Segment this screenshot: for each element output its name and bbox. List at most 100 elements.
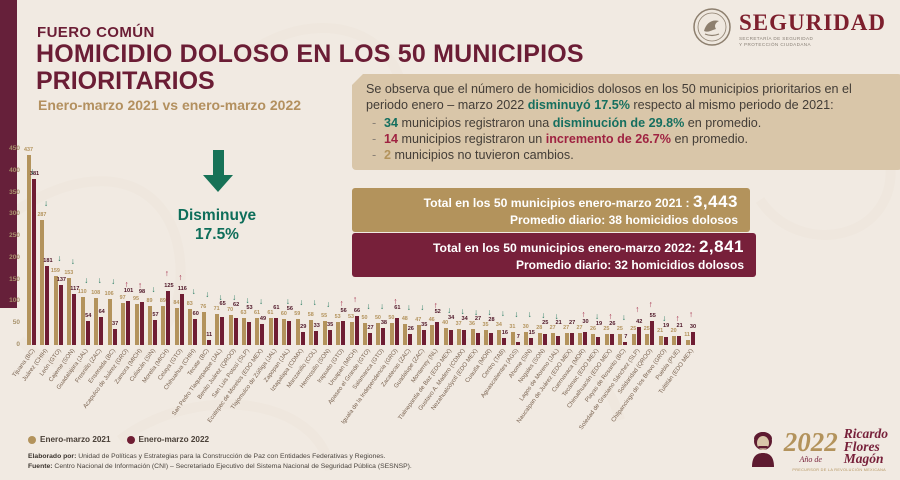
bar-2022 <box>663 336 668 345</box>
decrease-arrow-icon: ↓ <box>111 276 116 287</box>
value-2021: 30 <box>522 323 529 330</box>
bar-2022 <box>45 266 50 345</box>
bar-2021 <box>537 332 542 345</box>
value-2021: 110 <box>77 289 87 296</box>
bar-group: 55 35 ↓ Hermosillo (SON) <box>299 149 334 390</box>
total-2022-value: 2,841 <box>698 237 744 256</box>
bar-group: 53 56 ↑ Irapuato (GTO) <box>317 149 347 384</box>
decrease-annotation: Disminuye 17.5% <box>177 207 257 244</box>
decrease-arrow-icon: ↓ <box>406 301 411 312</box>
value-2022: 34 <box>448 314 455 321</box>
bar-group: 106 37 ↓ Ensenada (BC) <box>88 149 119 384</box>
value-2022: 35 <box>421 321 428 328</box>
increase-arrow-icon: ↑ <box>352 293 358 304</box>
bar-chart: 437 381 ↓ Tijuana (BC) 287 181 ↓ Juárez (CHIH) 1… <box>12 147 700 431</box>
bar-2021 <box>483 329 488 345</box>
bar-2021 <box>443 327 448 345</box>
bar-group: 84 116 ↑ Celaya (GTO) <box>157 149 187 382</box>
value-2021: 46 <box>428 316 435 323</box>
decrease-arrow-icon: ↓ <box>191 286 196 297</box>
decrease-arrow-icon: ↓ <box>205 289 210 300</box>
bar-2021 <box>134 303 139 345</box>
y-tick-label: 100 <box>9 297 20 305</box>
bar-2022 <box>260 323 265 345</box>
bar-2022 <box>273 318 278 345</box>
value-2021: 25 <box>603 326 610 333</box>
value-2021: 31 <box>509 323 516 330</box>
value-2021: 50 <box>374 315 381 322</box>
value-2021: 159 <box>50 267 60 274</box>
period-subtitle: Enero-marzo 2021 vs enero-marzo 2022 <box>38 97 302 113</box>
bar-2021 <box>430 324 435 345</box>
mexico-eagle-seal-icon <box>692 7 732 52</box>
bar-2021 <box>591 333 596 345</box>
value-2021: 53 <box>348 313 355 320</box>
value-2021: 27 <box>549 325 556 332</box>
value-2022: 16 <box>501 330 508 337</box>
value-2022: 21 <box>676 322 683 329</box>
value-2021: 287 <box>37 212 47 218</box>
value-2021: 83 <box>186 300 193 307</box>
bar-group: 20 21 ↑ Puebla (PUE) <box>655 149 683 381</box>
decrease-arrow-icon: ↓ <box>460 306 465 317</box>
bar-2021 <box>107 298 112 345</box>
bar-2022 <box>636 326 641 345</box>
bar-2022 <box>448 330 453 345</box>
bar-2022 <box>569 333 574 345</box>
decrease-arrow-icon: ↓ <box>473 306 479 317</box>
bar-group: 21 19 ↓ Chilpancingo de los Bravo (GRO) <box>611 149 670 423</box>
bar-2022 <box>287 320 292 345</box>
bar-group: 50 61 ↑ Iguala de la Independencia (GRO) <box>340 149 401 426</box>
bar-group: 59 29 ↓ Iztapalapa (CDMX) <box>270 149 307 393</box>
bar-2022 <box>233 318 238 345</box>
bar-group: 11 30 ↑ Tultitlán (EDO MEX) <box>658 149 697 395</box>
bar-2022 <box>300 332 305 345</box>
decrease-arrow-icon: ↓ <box>554 310 559 321</box>
bar-2021 <box>242 317 247 345</box>
decrease-arrow-icon: ↓ <box>299 296 304 307</box>
value-2021: 11 <box>684 332 690 339</box>
legend-swatch-2021-icon <box>28 435 36 444</box>
page-title-line1: HOMICIDIO DOLOSO EN LOS 50 MUNICIPIOS <box>36 40 584 68</box>
bar-2021 <box>255 318 260 345</box>
bar-2022 <box>72 294 77 345</box>
decrease-arrow-icon: ↓ <box>594 311 600 322</box>
value-2021: 40 <box>442 319 449 326</box>
decrease-arrow-icon: ↓ <box>218 291 223 302</box>
decrease-arrow-icon: ↓ <box>514 309 519 319</box>
bar-2022 <box>677 335 682 345</box>
value-2022: 35 <box>327 321 334 328</box>
bar-2022 <box>596 336 601 345</box>
increase-arrow-icon: ↑ <box>137 279 143 290</box>
value-2021: 60 <box>280 310 287 317</box>
value-2022: 60 <box>192 310 199 317</box>
value-2021: 35 <box>482 321 489 328</box>
bar-2021 <box>457 328 462 345</box>
value-2022: 25 <box>542 319 549 326</box>
value-2021: 37 <box>455 320 462 327</box>
value-2022: 49 <box>259 315 267 322</box>
value-2022: 116 <box>177 286 187 293</box>
fuente-line: Fuente: Centro Nacional de Información (… <box>28 462 412 470</box>
bar-2021 <box>147 306 152 345</box>
summary-bullet-increase: -14 municipios registraron un incremento… <box>372 132 749 147</box>
value-2022: 381 <box>29 171 40 178</box>
value-2022: 11 <box>206 332 213 339</box>
bar-2022 <box>220 316 225 345</box>
bar-2021 <box>416 324 421 345</box>
value-2022: 21 <box>555 320 562 327</box>
bar-2021 <box>201 311 206 345</box>
bar-2021 <box>604 334 609 345</box>
bar-group: 83 60 ↓ Chihuahua (CHIH) <box>164 149 199 391</box>
bar-2022 <box>368 333 372 345</box>
bar-2021 <box>53 275 58 345</box>
value-2021: 21 <box>657 327 664 334</box>
bar-2021 <box>94 297 99 345</box>
summary-box: Se observa que el número de homicidios d… <box>352 74 900 170</box>
value-2021: 26 <box>589 325 596 332</box>
bar-2021 <box>309 319 314 345</box>
value-2021: 76 <box>200 303 207 310</box>
bar-2021 <box>349 321 354 345</box>
decrease-arrow-icon: ↓ <box>231 292 237 303</box>
increase-arrow-icon: ↑ <box>688 309 694 320</box>
